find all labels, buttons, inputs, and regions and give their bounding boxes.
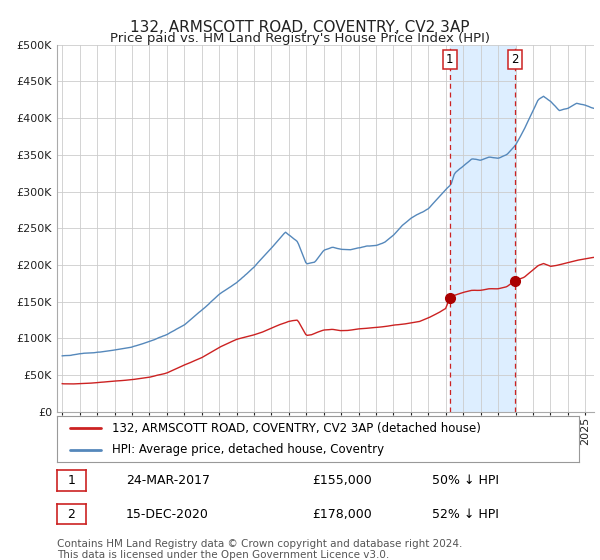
Text: HPI: Average price, detached house, Coventry: HPI: Average price, detached house, Cove… <box>112 443 384 456</box>
Text: 1: 1 <box>446 53 454 66</box>
Text: 2: 2 <box>67 507 76 521</box>
Text: 24-MAR-2017: 24-MAR-2017 <box>126 474 210 487</box>
Text: 132, ARMSCOTT ROAD, COVENTRY, CV2 3AP: 132, ARMSCOTT ROAD, COVENTRY, CV2 3AP <box>130 20 470 35</box>
Text: 1: 1 <box>67 474 76 487</box>
Text: 50% ↓ HPI: 50% ↓ HPI <box>432 474 499 487</box>
Text: Contains HM Land Registry data © Crown copyright and database right 2024.
This d: Contains HM Land Registry data © Crown c… <box>57 539 463 560</box>
Text: Price paid vs. HM Land Registry's House Price Index (HPI): Price paid vs. HM Land Registry's House … <box>110 32 490 45</box>
Bar <box>450 45 515 412</box>
Text: £178,000: £178,000 <box>312 507 372 521</box>
Text: 132, ARMSCOTT ROAD, COVENTRY, CV2 3AP (detached house): 132, ARMSCOTT ROAD, COVENTRY, CV2 3AP (d… <box>112 422 481 435</box>
Text: 52% ↓ HPI: 52% ↓ HPI <box>432 507 499 521</box>
Text: 2: 2 <box>511 53 518 66</box>
Text: 15-DEC-2020: 15-DEC-2020 <box>126 507 209 521</box>
Text: £155,000: £155,000 <box>312 474 372 487</box>
